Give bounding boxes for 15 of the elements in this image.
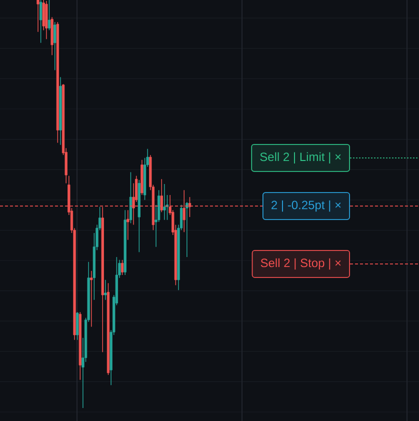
candlestick — [54, 22, 56, 71]
candlestick — [120, 260, 124, 276]
ref-line-label: Sell 2 | Limit | × — [260, 152, 341, 164]
candlestick — [36, 0, 40, 32]
candlestick — [126, 210, 130, 240]
candlestick — [163, 184, 166, 220]
candlestick — [129, 172, 132, 224]
annotation: 2 | -0.25pt | × — [272, 200, 341, 212]
candlestick — [90, 270, 93, 328]
candlestick — [76, 312, 79, 340]
candlestick — [186, 202, 188, 258]
candlestick — [39, 0, 42, 44]
candlestick — [104, 280, 107, 300]
ref-line-label: Sell 2 | Stop | × — [260, 258, 341, 270]
candlestick — [48, 0, 51, 31]
